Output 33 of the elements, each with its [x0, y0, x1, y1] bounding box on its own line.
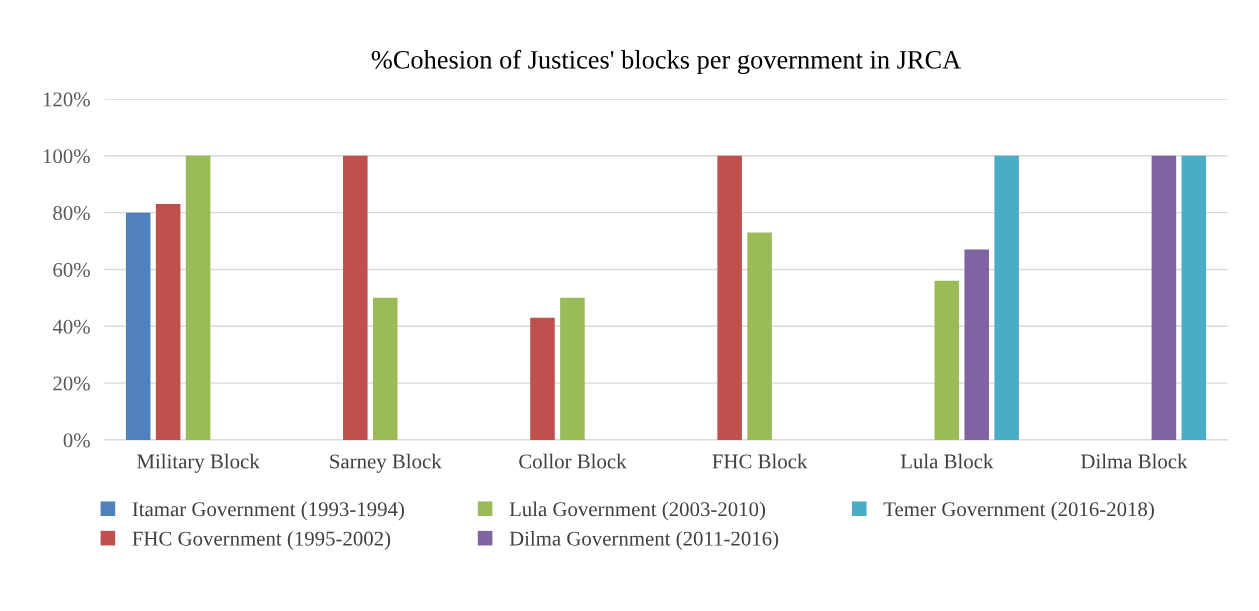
- bar: [560, 297, 585, 440]
- bar: [934, 280, 960, 440]
- bar: [530, 317, 555, 440]
- x-tick-label: FHC Block: [712, 453, 808, 469]
- x-tick-label: Military Block: [137, 453, 260, 473]
- y-tick-label: 40%: [52, 319, 90, 334]
- x-tick-label: Lula Block: [900, 453, 994, 469]
- x-tick-label: Dilma Block: [1081, 453, 1188, 469]
- bar: [1181, 155, 1207, 440]
- y-tick-label: 0%: [63, 433, 90, 448]
- bar: [964, 249, 989, 440]
- legend-label: Itamar Government (1993-1994): [132, 501, 404, 521]
- bar: [717, 155, 742, 440]
- y-tick-label: 20%: [53, 376, 90, 391]
- bar: [1151, 155, 1177, 440]
- legend-label: Temer Government (2016-2018): [883, 501, 1154, 521]
- y-tick-label: 120%: [43, 92, 90, 107]
- bar: [185, 155, 211, 440]
- chart-title: %Cohesion of Justices' blocks per government in JRCA: [371, 49, 961, 75]
- legend-label: FHC Government (1995-2002): [132, 531, 391, 550]
- y-tick-label: 80%: [53, 206, 90, 221]
- bar: [343, 155, 368, 440]
- bar: [372, 297, 398, 440]
- x-tick-label: Collor Block: [519, 453, 627, 469]
- y-tick-label: 100%: [43, 149, 90, 164]
- legend-label: Lula Government (2003-2010): [509, 501, 766, 521]
- bar: [125, 212, 151, 440]
- bar: [747, 232, 772, 440]
- legend-label: Dilma Government (2011-2016): [509, 531, 779, 550]
- bar: [994, 155, 1019, 440]
- bar: [155, 204, 181, 440]
- y-tick-label: 60%: [53, 262, 90, 277]
- x-tick-label: Sarney Block: [330, 453, 442, 473]
